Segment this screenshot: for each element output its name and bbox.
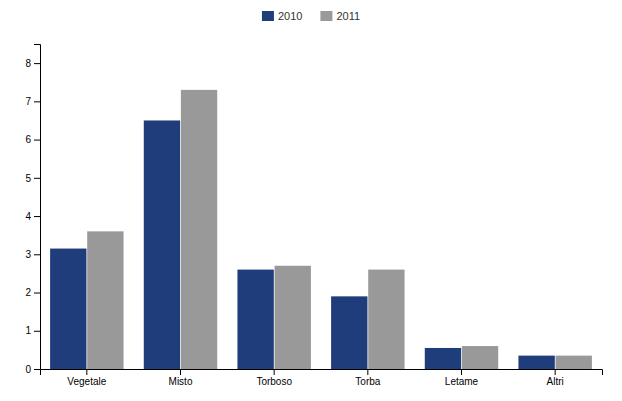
- tick-mark: [555, 369, 556, 375]
- tick-mark: [34, 331, 40, 332]
- chart-container: 0 1 2 3 4 5 6 7 8 Vegetale Misto Torboso Torba Letame…: [0, 0, 622, 401]
- bar: [237, 270, 273, 369]
- tick-label: 1: [25, 325, 31, 336]
- tick-label: 4: [25, 211, 31, 222]
- tick: Torboso: [256, 369, 292, 387]
- tick: Vegetale: [67, 369, 106, 387]
- tick: 8: [25, 58, 40, 69]
- tick-mark: [34, 216, 40, 217]
- tick-label: Torba: [355, 376, 380, 387]
- tick: 1: [25, 325, 40, 336]
- chart: 0 1 2 3 4 5 6 7 8 Vegetale Misto Torboso Torba Letame…: [0, 0, 622, 401]
- tick-mark: [34, 140, 40, 141]
- bar: [368, 270, 404, 369]
- bar: [144, 120, 180, 369]
- tick-mark: [34, 369, 40, 370]
- bar: [331, 296, 367, 369]
- tick: 7: [25, 96, 40, 107]
- bar: [275, 266, 311, 369]
- tick-label: 3: [25, 249, 31, 260]
- tick: 2: [25, 287, 40, 298]
- bars: [50, 90, 592, 369]
- bar: [181, 90, 217, 369]
- tick-mark: [86, 369, 87, 375]
- bar: [462, 346, 498, 369]
- tick: Altri: [547, 369, 564, 387]
- tick: 4: [25, 211, 40, 222]
- tick: Torba: [355, 369, 380, 387]
- legend-label: 2011: [336, 10, 360, 22]
- bar: [87, 231, 123, 369]
- legend-swatch: [262, 11, 274, 21]
- tick: Letame: [445, 369, 479, 387]
- tick: 5: [25, 173, 40, 184]
- tick-label: Torboso: [256, 376, 292, 387]
- tick-label: 7: [25, 96, 31, 107]
- plot-area: 0 1 2 3 4 5 6 7 8 Vegetale Misto Torboso Torba Letame…: [25, 45, 602, 388]
- tick: 6: [25, 134, 40, 145]
- legend-item: 2010: [262, 10, 302, 22]
- bar: [556, 356, 592, 369]
- tick: Misto: [169, 369, 193, 387]
- tick-label: Vegetale: [67, 376, 106, 387]
- bar-series: [87, 90, 592, 369]
- tick-label: Misto: [169, 376, 193, 387]
- tick-label: Letame: [445, 376, 479, 387]
- tick-mark: [367, 369, 368, 375]
- tick-mark: [34, 178, 40, 179]
- bar: [518, 356, 554, 369]
- tick: 0: [25, 364, 40, 375]
- tick-mark: [34, 293, 40, 294]
- axis-line: [34, 45, 41, 370]
- tick-mark: [34, 254, 40, 255]
- legend-item: 2011: [320, 10, 360, 22]
- tick: 3: [25, 249, 40, 260]
- tick-label: 0: [25, 364, 31, 375]
- legend-swatch: [320, 11, 332, 21]
- y-axis: 0 1 2 3 4 5 6 7 8: [25, 45, 40, 375]
- tick-mark: [461, 369, 462, 375]
- tick-label: 2: [25, 287, 31, 298]
- x-axis: Vegetale Misto Torboso Torba Letame Altri: [41, 369, 603, 387]
- bar: [50, 249, 86, 369]
- tick-label: 5: [25, 173, 31, 184]
- axis-line: [41, 370, 603, 376]
- legend: 2010 2011: [262, 10, 360, 22]
- tick-label: Altri: [547, 376, 564, 387]
- tick-mark: [180, 369, 181, 375]
- tick-label: 6: [25, 134, 31, 145]
- tick-label: 8: [25, 58, 31, 69]
- tick-mark: [274, 369, 275, 375]
- tick-mark: [34, 101, 40, 102]
- bar-series: [50, 120, 555, 369]
- tick-mark: [34, 63, 40, 64]
- legend-label: 2010: [278, 10, 302, 22]
- bar: [425, 348, 461, 369]
